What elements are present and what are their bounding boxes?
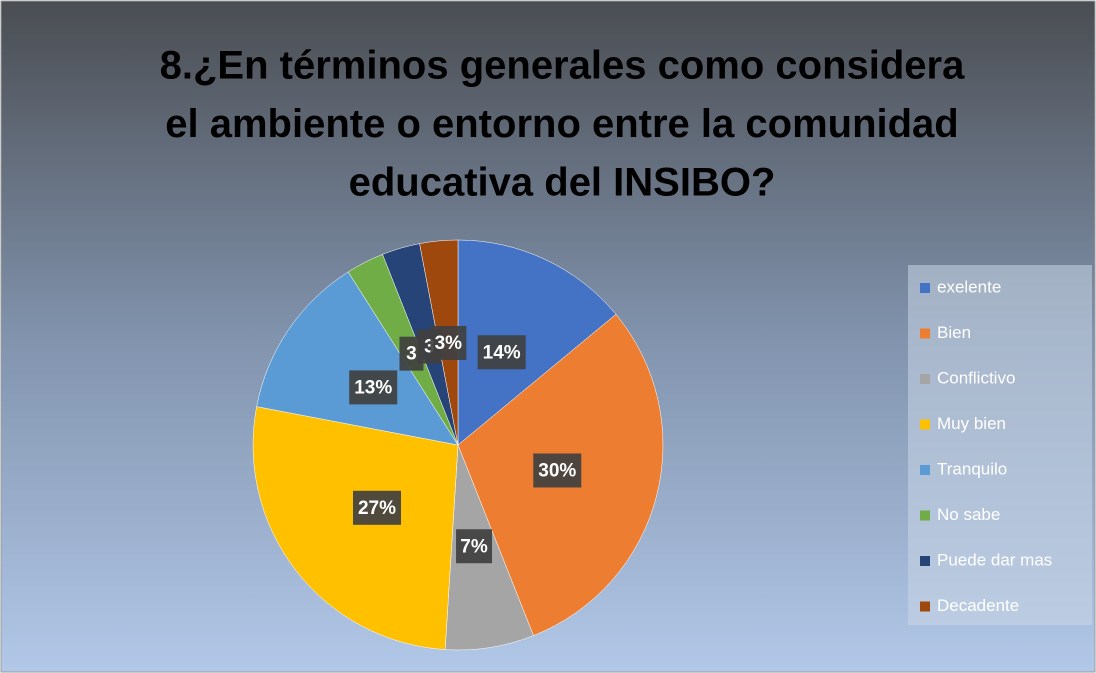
- data-label-box: [477, 335, 526, 370]
- legend-swatch: [920, 328, 930, 339]
- data-label-box: [533, 453, 582, 488]
- data-label-box: [430, 325, 467, 360]
- legend-label: Puede dar mas: [937, 550, 1052, 569]
- legend-swatch: [920, 374, 930, 384]
- pie-slice: [256, 271, 459, 446]
- legend-swatch: [920, 465, 930, 475]
- legend-label: Tranquilo: [937, 459, 1007, 478]
- data-label: 27%: [358, 498, 396, 519]
- pie-slice: [252, 406, 459, 650]
- data-label: 3: [406, 344, 417, 365]
- data-label-box: [349, 370, 398, 405]
- legend-label: Decadente: [937, 596, 1019, 615]
- legend-swatch: [920, 283, 930, 293]
- data-label: 3: [424, 337, 435, 358]
- data-label-box: [456, 529, 493, 564]
- legend-label: exelente: [937, 277, 1001, 296]
- legend-swatch: [920, 556, 930, 566]
- data-label: 13%: [354, 377, 392, 398]
- legend-label: No sabe: [937, 505, 1000, 524]
- chart-title: educativa del INSIBO?: [349, 161, 776, 205]
- data-label: 3%: [435, 333, 463, 354]
- data-label: 7%: [460, 536, 488, 557]
- legend-swatch: [920, 510, 930, 521]
- legend-swatch: [920, 601, 930, 612]
- chart-title: el ambiente o entorno entre la comunidad: [165, 102, 958, 146]
- chart-title: 8.¿En términos generales como considera: [160, 44, 965, 88]
- legend-swatch: [920, 419, 930, 430]
- pie-slice: [457, 239, 617, 446]
- legend-label: Bien: [937, 323, 971, 342]
- legend-label: Conflictivo: [937, 368, 1015, 387]
- data-label: 14%: [483, 342, 521, 363]
- data-label-box: [353, 490, 402, 525]
- legend-label: Muy bien: [937, 414, 1006, 433]
- legend-box: [908, 265, 1092, 625]
- data-label: 30%: [538, 461, 576, 482]
